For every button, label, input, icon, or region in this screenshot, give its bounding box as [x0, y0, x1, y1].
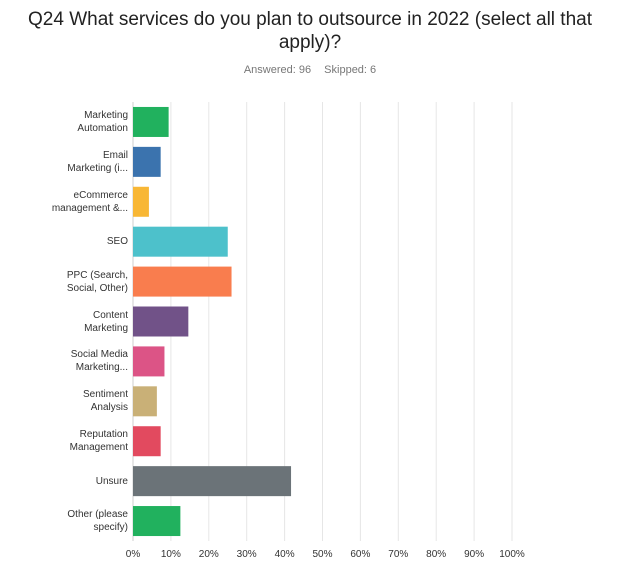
skipped-count: Skipped: 6	[324, 64, 377, 76]
bar[interactable]	[133, 466, 292, 497]
category-label-line: PPC (Search,	[66, 269, 128, 281]
category-label-line: management &...	[51, 202, 128, 214]
category-label-line: Marketing (i...	[67, 162, 128, 174]
answered-count: Answered: 96	[243, 64, 312, 76]
x-tick-label: 20%	[198, 549, 219, 560]
category-label-line: Management	[69, 442, 128, 454]
x-tick-label: 90%	[464, 549, 485, 560]
bar[interactable]	[133, 266, 232, 297]
x-tick-label: 70%	[388, 549, 409, 560]
bar[interactable]	[133, 386, 157, 417]
category-label-line: Social Media	[70, 349, 128, 361]
x-tick-label: 80%	[426, 549, 447, 560]
category-label: PPC (Search, Social, Other)	[10, 266, 128, 298]
category-label: Social Media Marketing...	[10, 345, 128, 377]
x-tick-label: 0%	[125, 549, 141, 560]
x-tick-label: 50%	[312, 549, 333, 560]
category-label: Content Marketing	[10, 306, 128, 338]
category-label: eCommerce management &...	[10, 186, 128, 218]
category-label-line: Unsure	[95, 475, 128, 487]
category-label-line: Marketing...	[75, 362, 128, 374]
bar[interactable]	[133, 146, 161, 177]
bar[interactable]	[133, 226, 228, 257]
category-label-line: Marketing	[84, 109, 128, 121]
category-label: Unsure	[10, 465, 128, 497]
category-label-line: Other (please	[67, 509, 128, 521]
bar[interactable]	[133, 426, 161, 457]
category-label-line: Reputation	[79, 429, 128, 441]
category-label: Other (please specify)	[10, 505, 128, 537]
category-label-line: Sentiment	[82, 389, 128, 401]
chart-title: Q24 What services do you plan to outsour…	[28, 9, 592, 53]
category-label: Marketing Automation	[10, 106, 128, 138]
category-label-line: Email	[102, 149, 128, 161]
category-label-line: Analysis	[90, 402, 128, 414]
category-label: Sentiment Analysis	[10, 385, 128, 417]
category-label: Email Marketing (i...	[10, 146, 128, 178]
category-label-line: Content	[92, 309, 128, 321]
category-label-line: specify)	[93, 522, 128, 534]
category-label-line: Automation	[77, 122, 128, 134]
x-tick-label: 40%	[274, 549, 295, 560]
x-tick-label: 10%	[160, 549, 181, 560]
category-label-line: SEO	[106, 236, 128, 248]
x-tick-label: 60%	[350, 549, 371, 560]
category-label: Reputation Management	[10, 425, 128, 457]
category-label-line: eCommerce	[73, 189, 128, 201]
bar[interactable]	[133, 346, 165, 377]
x-tick-label: 100%	[499, 549, 525, 560]
bar[interactable]	[133, 106, 169, 137]
category-label-line: Marketing	[84, 322, 128, 334]
category-label-line: Social, Other)	[66, 282, 128, 294]
category-label: SEO	[10, 226, 128, 258]
x-tick-label: 30%	[236, 549, 257, 560]
bar[interactable]	[133, 186, 149, 217]
response-counts: Answered: 96 Skipped: 6	[0, 64, 620, 76]
bar[interactable]	[133, 306, 189, 337]
bar[interactable]	[133, 506, 181, 537]
